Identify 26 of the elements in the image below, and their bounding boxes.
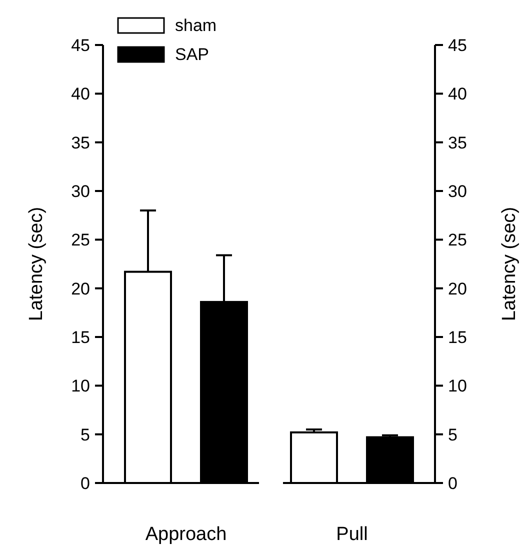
y-tick-label: 0 (80, 474, 90, 493)
y-tick-label: 15 (71, 328, 90, 347)
y-tick-label: 45 (71, 36, 90, 55)
y-tick-label: 40 (71, 84, 90, 104)
x-tick-label: Pull (336, 524, 368, 545)
y-tick-label: 30 (71, 182, 90, 201)
y-tick-label: 20 (71, 279, 90, 298)
y2-tick-label: 35 (448, 133, 467, 152)
y2-tick-label: 20 (448, 279, 467, 298)
y2-tick-label: 40 (448, 84, 467, 104)
y2-tick-label: 15 (448, 328, 467, 347)
y-axis-title: Latency (sec) (26, 206, 47, 322)
y-tick-label: 25 (71, 230, 90, 250)
y2-tick-label: 30 (448, 182, 467, 201)
y2-tick-label: 25 (448, 230, 467, 250)
y2-tick-label: 45 (448, 36, 467, 55)
legend-label: SAP (175, 44, 210, 64)
y2-tick-label: 5 (448, 425, 458, 444)
y-tick-label: 35 (71, 133, 90, 152)
legend-label: sham (175, 16, 217, 35)
y-tick-label: 5 (80, 425, 90, 444)
y2-tick-label: 0 (448, 474, 458, 493)
x-tick-label: Approach (145, 524, 227, 545)
y-tick-label: 10 (71, 376, 90, 396)
y2-axis-title: Latency (sec) (499, 206, 520, 322)
y2-tick-label: 10 (448, 376, 467, 396)
